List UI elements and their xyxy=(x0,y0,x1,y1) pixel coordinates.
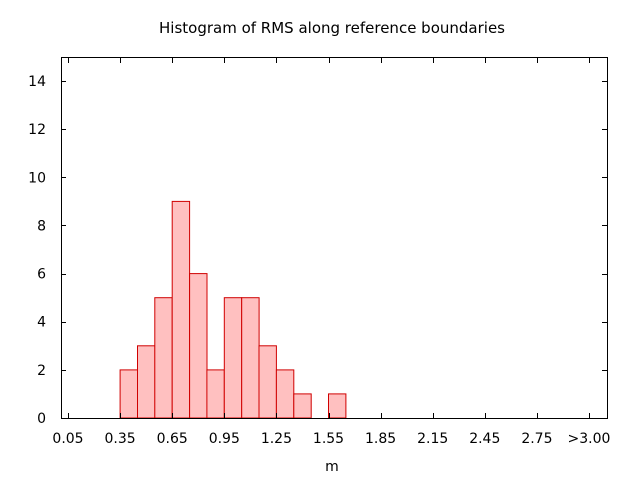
x-tick-label-0: 0.05 xyxy=(52,431,83,447)
histogram-bar-9 xyxy=(275,369,295,419)
x-tick-label-3: 0.95 xyxy=(209,431,240,447)
x-tick-labels: 0.05 0.35 0.65 0.95 1.25 1.55 1.85 2.15 2.45 2.75… xyxy=(52,431,610,447)
histogram-bar-3 xyxy=(171,200,191,419)
histogram-bar-0 xyxy=(119,369,138,419)
x-tick-label-9: 2.75 xyxy=(521,431,552,447)
x-tick-label-4: 1.25 xyxy=(261,431,292,447)
y-tick-label-0: 0 xyxy=(37,411,46,427)
x-tick-label-2: 0.65 xyxy=(157,431,188,447)
plot-frame xyxy=(61,57,608,419)
x-tick-label-1: 0.35 xyxy=(105,431,136,447)
y-tick-label-5: 10 xyxy=(28,170,46,186)
chart-title: Histogram of RMS along reference boundar… xyxy=(159,19,505,37)
x-tick-label-6: 1.85 xyxy=(365,431,396,447)
histogram-bar-7 xyxy=(241,297,260,419)
histogram-bar-8 xyxy=(258,345,277,419)
histogram-bar-6 xyxy=(223,297,243,419)
axis-ticks xyxy=(61,58,607,419)
y-tick-label-2: 4 xyxy=(37,315,46,331)
bars-group xyxy=(119,200,347,419)
histogram-bar-10 xyxy=(293,393,312,419)
x-tick-label-10: >3.00 xyxy=(568,431,611,447)
y-tick-label-6: 12 xyxy=(28,122,46,138)
x-tick-label-8: 2.45 xyxy=(469,431,500,447)
y-tick-label-7: 14 xyxy=(28,74,46,90)
y-tick-labels: 0 2 4 6 8 10 12 14 xyxy=(28,74,46,427)
y-tick-label-1: 2 xyxy=(37,363,46,379)
histogram-bar-5 xyxy=(206,369,225,419)
histogram-bar-1 xyxy=(137,345,156,419)
y-tick-label-3: 6 xyxy=(37,267,46,283)
histogram-bar-11 xyxy=(328,393,347,419)
x-axis-label: m xyxy=(325,459,339,475)
histogram-bar-2 xyxy=(154,297,173,419)
x-tick-label-7: 2.15 xyxy=(417,431,448,447)
x-tick-label-5: 1.55 xyxy=(313,431,344,447)
y-tick-label-4: 8 xyxy=(37,219,46,235)
histogram-bar-4 xyxy=(189,273,208,419)
